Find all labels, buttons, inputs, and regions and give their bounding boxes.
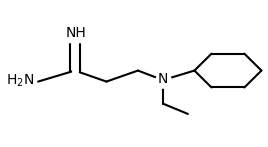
Text: NH: NH: [66, 26, 87, 40]
Text: N: N: [158, 72, 168, 86]
Text: H$_2$N: H$_2$N: [6, 73, 34, 89]
